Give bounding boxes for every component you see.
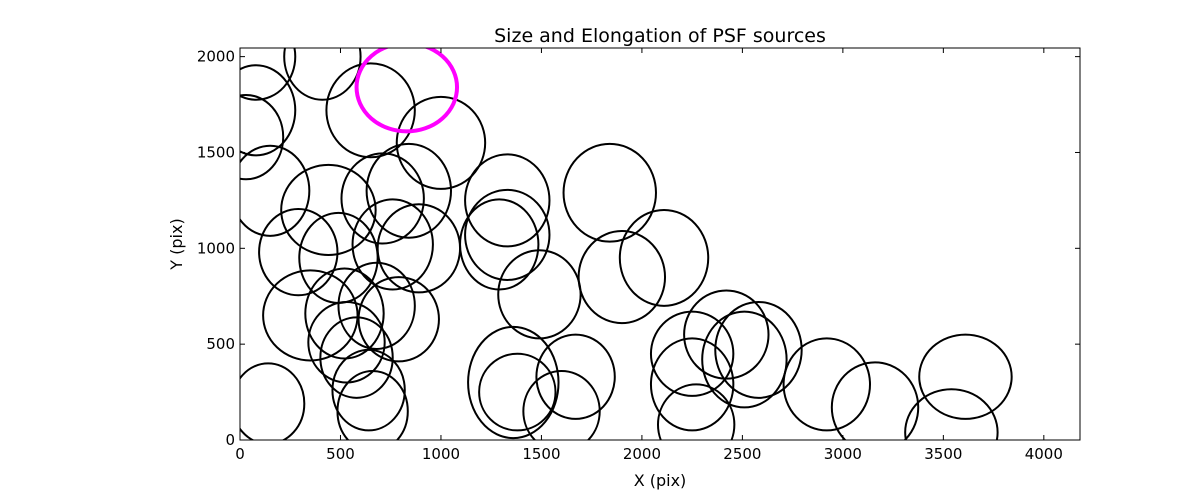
y-tick-label: 1000 xyxy=(197,239,235,257)
psf-ellipse-2 xyxy=(240,64,297,157)
x-tick-label: 1000 xyxy=(422,445,460,463)
psf-ellipse-24 xyxy=(357,276,440,363)
psf-ellipse-4 xyxy=(240,144,311,237)
psf-ellipse-40 xyxy=(782,337,871,432)
x-axis-label: X (pix) xyxy=(634,471,687,490)
psf-ellipse-32 xyxy=(535,333,616,420)
psf-ellipse-1 xyxy=(283,48,362,101)
psf-ellipse-21 xyxy=(262,269,359,362)
psf-ellipse-9 xyxy=(365,142,453,239)
psf-ellipse-10 xyxy=(258,208,339,297)
y-tick-label: 500 xyxy=(206,335,235,353)
x-tick-label: 2000 xyxy=(623,445,661,463)
psf-ellipse-36 xyxy=(714,300,803,399)
psf-ellipse-43 xyxy=(904,388,999,440)
psf-ellipse-35 xyxy=(683,289,770,380)
psf-ellipse-41 xyxy=(830,361,920,440)
y-tick-label: 0 xyxy=(225,431,235,449)
y-tick-label: 2000 xyxy=(197,48,235,66)
psf-ellipse-31 xyxy=(478,352,557,432)
highlighted-psf-ellipse xyxy=(354,48,460,134)
x-tick-label: 0 xyxy=(235,445,245,463)
psf-ellipse-39 xyxy=(657,383,736,440)
psf-ellipse-38 xyxy=(649,337,735,432)
psf-ellipse-14 xyxy=(464,153,551,248)
psf-ellipse-37 xyxy=(701,310,788,409)
axis-ticks: 0 500 1000 1500 2000 2500 3000 3500 4000 0 500 1000… xyxy=(197,48,1080,463)
psf-ellipse-6 xyxy=(395,95,487,190)
x-tick-label: 4000 xyxy=(1025,445,1063,463)
psf-ellipse-7 xyxy=(280,163,377,257)
psf-ellipse-27 xyxy=(331,348,406,432)
x-tick-label: 1500 xyxy=(522,445,560,463)
psf-ellipse-42 xyxy=(918,333,1013,420)
psf-ellipse-20 xyxy=(497,249,582,340)
psf-ellipse-12 xyxy=(351,198,434,291)
chart-title: Size and Elongation of PSF sources xyxy=(494,25,826,47)
psf-ellipse-29 xyxy=(240,362,306,440)
psf-ellipse-26 xyxy=(319,316,394,399)
psf-ellipse-5 xyxy=(325,62,416,159)
x-tick-label: 3500 xyxy=(924,445,962,463)
psf-ellipse-25 xyxy=(307,300,386,384)
psf-ellipse-34 xyxy=(649,310,735,397)
psf-ellipse-22 xyxy=(304,267,385,360)
psf-ellipse-18 xyxy=(618,208,710,307)
psf-ellipse-23 xyxy=(337,261,416,350)
psf-ellipse-0 xyxy=(240,48,297,101)
psf-ellipse-30 xyxy=(467,325,560,440)
y-axis-label: Y (pix) xyxy=(167,218,186,270)
x-tick-label: 2500 xyxy=(723,445,761,463)
psf-ellipse-3 xyxy=(240,93,285,181)
ellipse-layer xyxy=(240,48,1013,440)
psf-ellipse-17 xyxy=(562,142,657,243)
x-tick-label: 500 xyxy=(326,445,355,463)
x-tick-label: 3000 xyxy=(824,445,862,463)
psf-ellipse-19 xyxy=(577,230,667,325)
psf-ellipse-33 xyxy=(522,370,601,440)
psf-ellipse-28 xyxy=(336,370,409,440)
y-tick-label: 1500 xyxy=(197,143,235,161)
psf-ellipse-15 xyxy=(464,188,551,281)
plot-frame xyxy=(239,47,1081,441)
